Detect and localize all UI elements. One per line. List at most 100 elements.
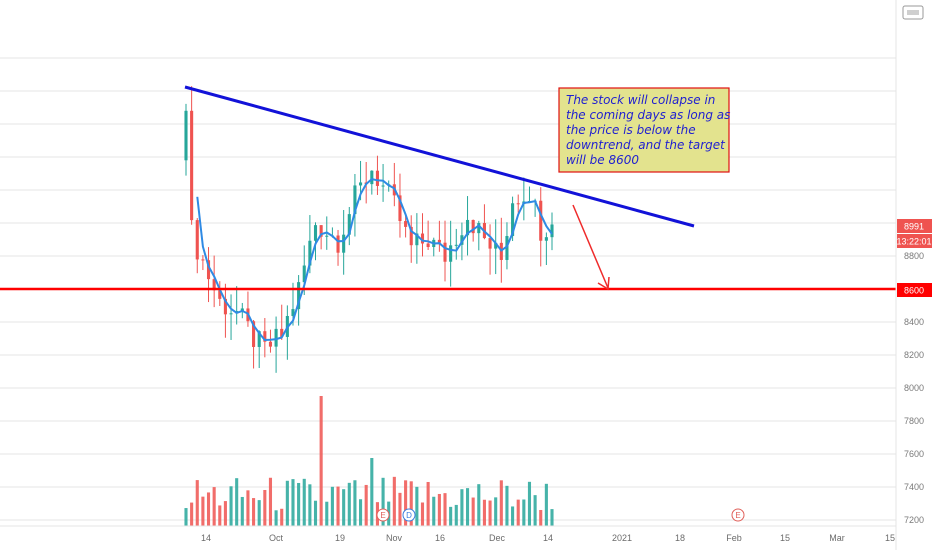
event-marker[interactable] — [402, 508, 416, 522]
time-tick: Mar — [829, 533, 845, 543]
candle-body — [347, 214, 351, 235]
candle-body — [325, 235, 329, 237]
candle-body — [313, 225, 318, 241]
price-tick: 8400 — [904, 317, 924, 327]
time-tick: 15 — [780, 533, 790, 543]
event-marker[interactable] — [731, 508, 745, 522]
ma-line — [196, 178, 553, 342]
price-tick: 7400 — [904, 482, 924, 492]
volume-bar — [359, 499, 363, 526]
time-tick: 14 — [201, 533, 211, 543]
candle-body — [291, 309, 295, 316]
event-label: D — [406, 511, 412, 520]
volume-bar — [347, 482, 351, 526]
candle-body — [539, 200, 543, 241]
candle-body — [465, 219, 470, 236]
volume-bar — [195, 480, 199, 526]
candle-body — [516, 203, 520, 205]
candle-body — [274, 328, 278, 347]
time-tick: Oct — [269, 533, 284, 543]
event-marker[interactable] — [376, 508, 390, 522]
time-tick: 18 — [675, 533, 685, 543]
volume-bar — [465, 488, 470, 526]
candle-body — [437, 239, 441, 243]
volume-bar — [527, 481, 532, 526]
candle-body — [426, 243, 430, 248]
volume-bar — [494, 497, 498, 526]
candle-body — [477, 223, 481, 234]
moving-average — [196, 178, 553, 342]
candle-body — [308, 240, 312, 266]
candle-body — [359, 182, 363, 186]
volume-bar — [381, 477, 385, 526]
forecast-arrow — [572, 204, 610, 291]
volume-bar — [336, 486, 340, 526]
annotation-box: The stock will collapse in the coming day… — [558, 87, 730, 173]
candle-body — [268, 341, 273, 347]
time-tick: 14 — [543, 533, 553, 543]
volume-bar — [544, 483, 548, 526]
candle-body — [415, 233, 419, 246]
candle-body — [381, 185, 385, 187]
candle-body — [223, 298, 227, 315]
candle-body — [544, 237, 548, 241]
volume-bar — [409, 481, 413, 526]
volume-bar — [223, 501, 227, 526]
volume-bar — [449, 506, 453, 526]
volume-bar — [302, 478, 306, 526]
candle-body — [471, 219, 475, 234]
volume-bar — [206, 492, 211, 526]
price-tick: 7200 — [904, 515, 924, 525]
candle-body — [229, 313, 233, 315]
price-tick: 7600 — [904, 449, 924, 459]
candle-body — [398, 195, 402, 222]
volume-bar — [482, 499, 486, 526]
candle-body — [302, 265, 306, 283]
candle-body — [319, 225, 323, 237]
price-tick: 7800 — [904, 416, 924, 426]
candle-body — [449, 245, 453, 262]
candlesticks — [184, 86, 554, 373]
volume-bar — [488, 500, 492, 526]
downtrend-line — [184, 85, 695, 228]
settings-icon[interactable] — [902, 5, 924, 20]
volume-bar — [392, 476, 396, 526]
volume-bar — [240, 496, 244, 526]
volume-bar — [522, 499, 526, 526]
candle-body — [201, 259, 205, 261]
candle-body — [212, 279, 216, 291]
candle-body — [375, 170, 379, 186]
candle-body — [550, 224, 554, 238]
volume-bar — [460, 489, 464, 526]
candle-body — [184, 110, 188, 161]
time-tick: Dec — [489, 533, 506, 543]
event-label: E — [380, 511, 385, 520]
volume-bar — [550, 509, 554, 526]
annotation-text: The stock will collapse in the coming day… — [566, 93, 730, 167]
candle-body — [370, 170, 374, 185]
volume-bar — [420, 502, 425, 526]
time-tick: 16 — [435, 533, 445, 543]
volume-bar — [454, 504, 458, 526]
candle-body — [420, 233, 425, 244]
volume-bar — [330, 486, 334, 526]
volume-bar — [229, 486, 233, 526]
candle-body — [404, 221, 408, 227]
volume-bar — [274, 510, 278, 526]
candle-body — [206, 260, 211, 280]
countdown-tag: 13:22:01 — [896, 234, 932, 248]
volume-bar — [415, 486, 419, 526]
volume-bar — [342, 489, 346, 526]
price-tick: 8200 — [904, 350, 924, 360]
volume-bar — [426, 481, 430, 526]
candle-body — [353, 185, 357, 215]
candle-body — [336, 235, 340, 253]
volume-bar — [263, 489, 267, 526]
candle-body — [263, 331, 267, 342]
volume-bar — [471, 497, 475, 526]
candle-body — [511, 203, 515, 237]
candle-body — [195, 220, 199, 260]
volume-bar — [257, 500, 261, 526]
